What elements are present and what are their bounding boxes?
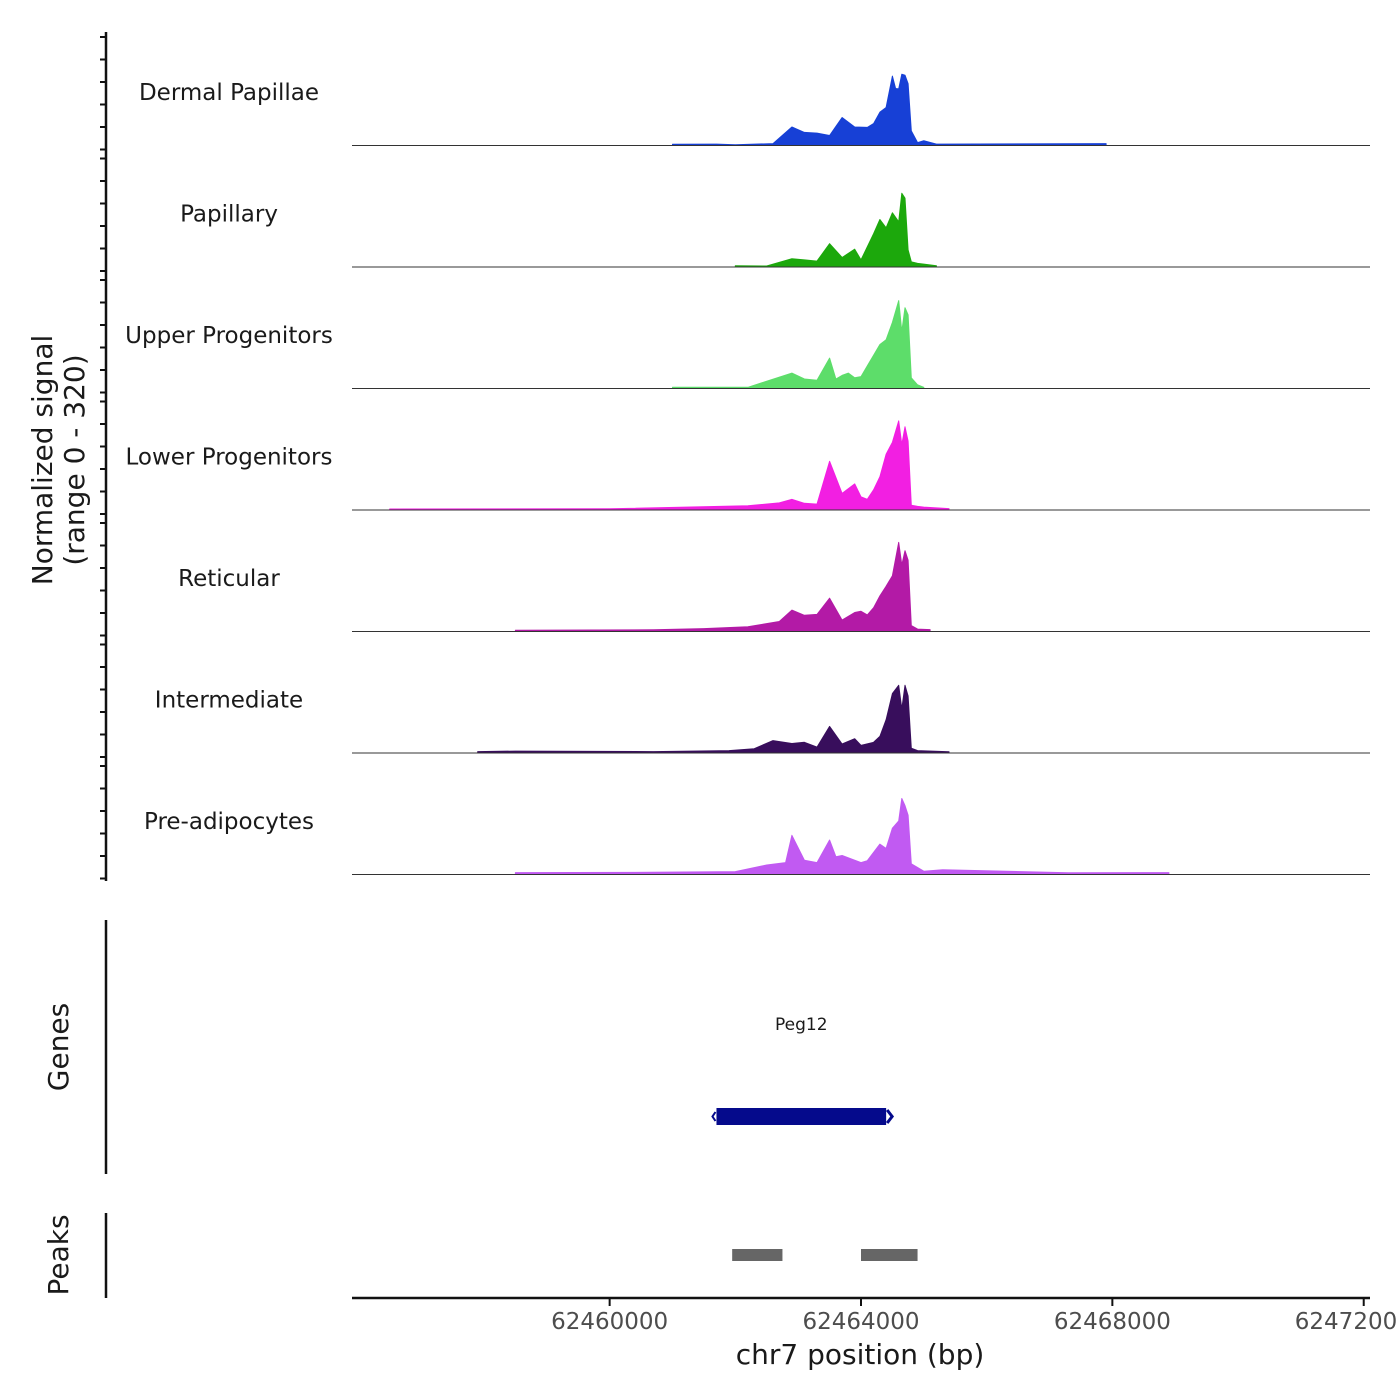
area-upper-progenitors — [672, 300, 925, 389]
track-lower-progenitors: Lower Progenitors — [126, 420, 1370, 511]
area-dermal-papillae — [672, 73, 1107, 146]
x-tick-label: 62460000 — [551, 1309, 668, 1335]
genes-panel-title: Genes — [42, 1003, 75, 1091]
x-axis-title: chr7 position (bp) — [736, 1338, 985, 1371]
track-label-lower-progenitors: Lower Progenitors — [126, 445, 333, 471]
area-papillary — [734, 192, 937, 268]
track-upper-progenitors: Upper Progenitors — [125, 300, 1370, 389]
track-dermal-papillae: Dermal Papillae — [139, 73, 1370, 146]
track-reticular: Reticular — [178, 541, 1370, 632]
area-reticular — [514, 541, 931, 632]
area-lower-progenitors — [389, 420, 950, 511]
track-label-papillary: Papillary — [180, 202, 278, 228]
peaks-track — [732, 1249, 918, 1261]
signal-tracks: Dermal Papillae Papillary Upper Progenitor… — [125, 73, 1370, 875]
gene-body-peg12 — [716, 1108, 887, 1125]
track-label-dermal-papillae: Dermal Papillae — [139, 80, 319, 106]
y-axis-title: Normalized signal (range 0 - 320) — [26, 335, 91, 586]
genes-track: Peg12 — [711, 1015, 895, 1125]
track-pre-adipocytes: Pre-adipocytes — [144, 798, 1370, 875]
x-axis-ticks: 62460000 62464000 62468000 6247200 — [551, 1298, 1397, 1335]
y-axis-title-main: Normalized signal — [26, 335, 59, 586]
peaks-panel-title: Peaks — [42, 1214, 75, 1295]
track-label-reticular: Reticular — [178, 566, 280, 592]
peak-2 — [861, 1249, 918, 1261]
track-label-pre-adipocytes: Pre-adipocytes — [144, 809, 314, 835]
signal-y-axis-ticks — [100, 36, 106, 880]
area-pre-adipocytes — [514, 798, 1170, 875]
track-papillary: Papillary — [180, 192, 1370, 268]
track-label-intermediate: Intermediate — [155, 688, 303, 714]
gene-strand-arrow-icon — [885, 1109, 895, 1124]
gene-label-peg12: Peg12 — [775, 1015, 828, 1035]
track-intermediate: Intermediate — [155, 684, 1370, 754]
x-tick-label: 6247200 — [1295, 1309, 1397, 1335]
x-tick-label: 62464000 — [802, 1309, 919, 1335]
gene-start-cap-icon — [711, 1111, 717, 1122]
y-axis-title-range: (range 0 - 320) — [58, 354, 91, 565]
peak-1 — [732, 1249, 783, 1261]
track-label-upper-progenitors: Upper Progenitors — [125, 323, 333, 349]
x-tick-label: 62468000 — [1054, 1309, 1171, 1335]
area-intermediate — [477, 684, 950, 754]
